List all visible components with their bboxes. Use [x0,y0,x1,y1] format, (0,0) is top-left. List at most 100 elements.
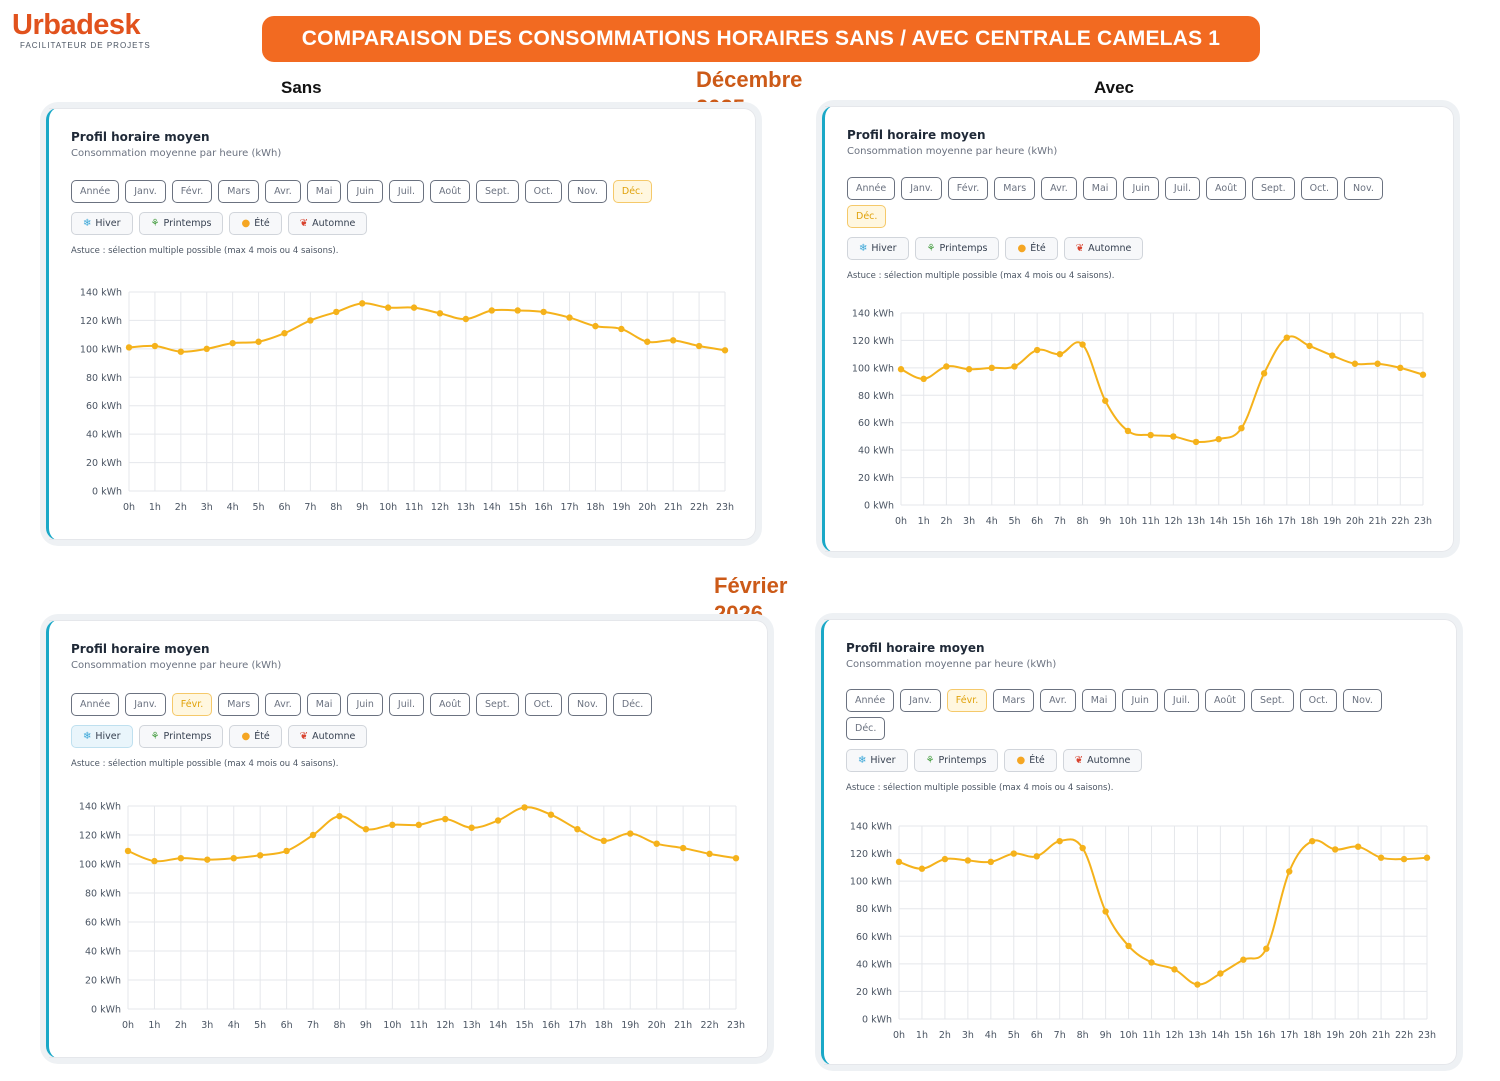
month-button-oct[interactable]: Oct. [524,693,563,716]
data-point [669,337,677,344]
month-button-mars[interactable]: Mars [218,180,260,203]
month-button-fevr[interactable]: Févr. [171,180,213,203]
x-tick-label: 5h [1008,516,1020,527]
data-point [333,308,340,316]
month-button-mars[interactable]: Mars [994,177,1036,200]
season-button-automne[interactable]: ❦ Automne [287,725,368,748]
season-button-printemps[interactable]: ⚘ Printemps [138,725,224,748]
logo-wordmark: Urbadesk [12,9,141,41]
month-button-aout[interactable]: Août [430,693,470,716]
y-tick-label: 0 kWh [862,1015,892,1026]
month-button-annee[interactable]: Année [847,177,896,200]
leaf-icon: ❦ [1074,754,1084,766]
month-button-sept[interactable]: Sept. [1250,689,1294,712]
season-label: Automne [1087,755,1131,766]
month-button-juil[interactable]: Juil. [1164,177,1201,200]
banner-title: COMPARAISON DES CONSOMMATIONS HORAIRES S… [301,27,1221,50]
month-button-dec[interactable]: Déc. [847,205,887,228]
month-button-avr[interactable]: Avr. [265,180,301,203]
x-tick-label: 10h [1120,1030,1138,1041]
month-button-avr[interactable]: Avr. [1040,689,1076,712]
season-button-ete[interactable]: ● Été [229,725,282,748]
data-point [410,304,418,311]
season-button-ete[interactable]: ● Été [1005,237,1058,260]
month-button-oct[interactable]: Oct. [524,180,563,203]
season-button-automne[interactable]: ❦ Automne [287,212,368,235]
month-button-juil[interactable]: Juil. [1163,689,1200,712]
month-button-fevr[interactable]: Févr. [171,693,213,716]
month-button-nov[interactable]: Nov. [568,693,607,716]
season-button-automne[interactable]: ❦ Automne [1063,237,1144,260]
season-button-automne[interactable]: ❦ Automne [1062,749,1143,772]
month-button-janv[interactable]: Janv. [125,693,166,716]
x-tick-label: 16h [1257,1030,1275,1041]
month-button-annee[interactable]: Année [71,180,120,203]
x-tick-label: 7h [304,502,316,513]
month-button-juin[interactable]: Juin [347,180,383,203]
month-button-juil[interactable]: Juil. [388,693,425,716]
month-button-janv[interactable]: Janv. [125,180,166,203]
month-button-mars[interactable]: Mars [993,689,1035,712]
data-point [988,364,995,372]
month-button-sept[interactable]: Sept. [475,693,519,716]
month-button-annee[interactable]: Année [71,693,120,716]
month-button-mars[interactable]: Mars [218,693,260,716]
data-point [204,856,211,863]
month-button-juin[interactable]: Juin [347,693,383,716]
x-tick-label: 18h [1300,516,1318,527]
month-button-juin[interactable]: Juin [1123,177,1159,200]
month-button-mai[interactable]: Mai [306,693,342,716]
season-button-hiver[interactable]: ❄ Hiver [847,237,909,260]
sun-icon: ● [241,217,251,229]
month-button-janv[interactable]: Janv. [900,689,941,712]
month-button-oct[interactable]: Oct. [1299,689,1338,712]
month-button-nov[interactable]: Nov. [1343,689,1382,712]
month-button-annee[interactable]: Année [846,689,895,712]
month-button-nov[interactable]: Nov. [568,180,607,203]
x-tick-label: 21h [1372,1030,1390,1041]
month-button-aout[interactable]: Août [1206,177,1246,200]
month-button-janv[interactable]: Janv. [901,177,942,200]
column-label-sans-line1: Sans [281,78,322,97]
month-button-dec[interactable]: Déc. [846,717,886,740]
x-tick-label: 1h [918,516,930,527]
month-button-juil[interactable]: Juil. [388,180,425,203]
month-button-nov[interactable]: Nov. [1344,177,1383,200]
month-button-sept[interactable]: Sept. [475,180,519,203]
month-button-sept[interactable]: Sept. [1251,177,1295,200]
month-button-mai[interactable]: Mai [306,180,342,203]
month-button-mai[interactable]: Mai [1082,177,1118,200]
data-point [1033,346,1041,354]
season-button-printemps[interactable]: ⚘ Printemps [914,237,1000,260]
y-tick-label: 120 kWh [79,831,121,842]
data-point [679,844,687,852]
data-point [965,366,973,373]
season-button-ete[interactable]: ● Été [229,212,282,235]
season-button-hiver[interactable]: ❄ Hiver [71,725,133,748]
urbadesk-logo: Urbadesk FACILITATEUR DE PROJETS [12,10,162,54]
month-button-dec[interactable]: Déc. [612,180,653,203]
month-button-juin[interactable]: Juin [1122,689,1158,712]
snowflake-icon: ❄ [83,730,92,742]
hourly-profile-chart: 0 kWh 20 kWh 40 kWh 60 kWh 80 kWh 100 kWh 120 … [852,309,1432,528]
x-tick-label: 4h [228,1020,240,1031]
month-button-aout[interactable]: Août [1205,689,1245,712]
season-button-hiver[interactable]: ❄ Hiver [71,212,133,235]
y-tick-label: 140 kWh [852,309,894,320]
selection-hint: Astuce : sélection multiple possible (ma… [71,246,339,256]
month-button-avr[interactable]: Avr. [1041,177,1077,200]
month-button-fevr[interactable]: Févr. [947,177,989,200]
month-button-mai[interactable]: Mai [1081,689,1117,712]
month-button-avr[interactable]: Avr. [265,693,301,716]
season-button-hiver[interactable]: ❄ Hiver [846,749,908,772]
month-button-fevr[interactable]: Févr. [946,689,988,712]
season-label: Automne [312,731,356,742]
season-button-printemps[interactable]: ⚘ Printemps [913,749,999,772]
month-button-oct[interactable]: Oct. [1300,177,1339,200]
month-button-dec[interactable]: Déc. [612,693,653,716]
data-point [468,824,475,831]
month-button-aout[interactable]: Août [430,180,470,203]
season-button-printemps[interactable]: ⚘ Printemps [138,212,224,235]
season-button-ete[interactable]: ● Été [1004,749,1057,772]
data-point [1147,431,1154,439]
